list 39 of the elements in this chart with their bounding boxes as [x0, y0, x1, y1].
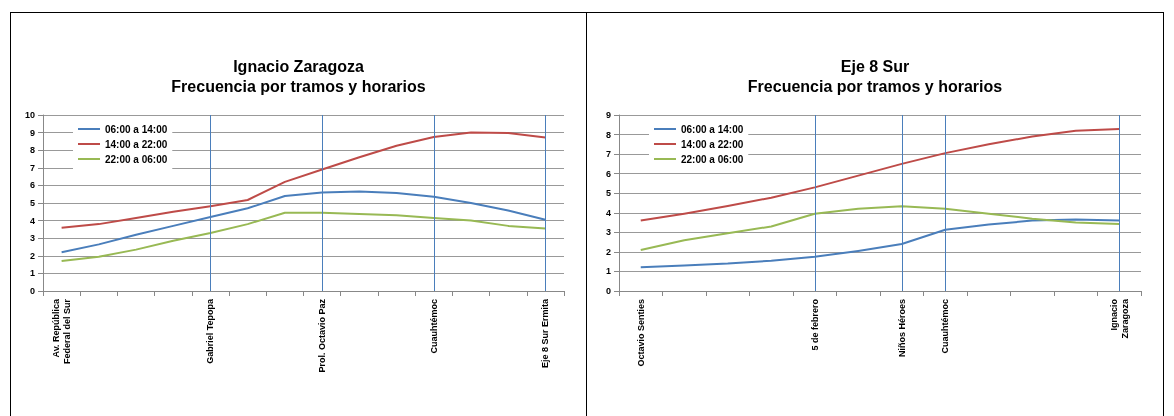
x-tick-label: Cuauhtémoc: [428, 299, 439, 354]
y-tick-label: 6: [29, 180, 35, 191]
y-tick-label: 1: [605, 266, 611, 277]
y-tick-label: 0: [605, 286, 611, 296]
y-tick-label: 8: [29, 145, 35, 156]
x-tick-label: Ignacio Zaragoza: [1108, 298, 1130, 339]
x-tick-label: Octavio Senties: [635, 299, 646, 367]
legend-label: 14:00 a 22:00: [105, 138, 168, 150]
legend-label: 06:00 a 14:00: [681, 123, 744, 135]
y-tick-label: 0: [29, 286, 35, 296]
y-tick-label: 4: [605, 207, 611, 218]
y-tick-label: 6: [605, 168, 611, 179]
y-tick-label: 3: [605, 227, 611, 238]
y-tick-label: 10: [24, 110, 35, 120]
y-tick-label: 9: [29, 127, 35, 138]
legend-label: 22:00 a 06:00: [681, 153, 744, 165]
y-tick-label: 7: [29, 162, 35, 173]
legend-label: 14:00 a 22:00: [681, 138, 744, 150]
x-tick-label: Niños Héroes: [896, 299, 907, 358]
x-tick-label: Prol. Octavio Paz: [317, 298, 328, 373]
chart-title: Eje 8 Sur Frecuencia por tramos y horarios: [747, 57, 1003, 95]
y-tick-label: 2: [29, 250, 35, 261]
y-tick-label: 8: [605, 129, 611, 140]
x-tick-label: Av. República Federal del Sur: [51, 298, 73, 365]
y-tick-label: 9: [605, 110, 611, 120]
x-tick-label: Gabriel Tepopa: [205, 298, 216, 364]
chart-title: Ignacio Zaragoza Frecuencia por tramos y horarios: [171, 57, 426, 95]
x-tick-label: Cuauhtémoc: [940, 299, 951, 354]
y-tick-label: 5: [29, 198, 35, 208]
legend-label: 22:00 a 06:00: [105, 153, 168, 165]
y-tick-label: 4: [29, 215, 35, 226]
y-tick-label: 2: [605, 246, 611, 257]
x-tick-label: Eje 8 Sur Ermita: [540, 298, 551, 369]
y-tick-label: 3: [29, 233, 35, 244]
y-tick-label: 5: [605, 188, 611, 199]
x-tick-label: 5 de febrero: [809, 298, 820, 351]
legend-label: 06:00 a 14:00: [105, 123, 168, 135]
y-tick-label: 1: [29, 268, 35, 279]
y-tick-label: 7: [605, 149, 611, 160]
